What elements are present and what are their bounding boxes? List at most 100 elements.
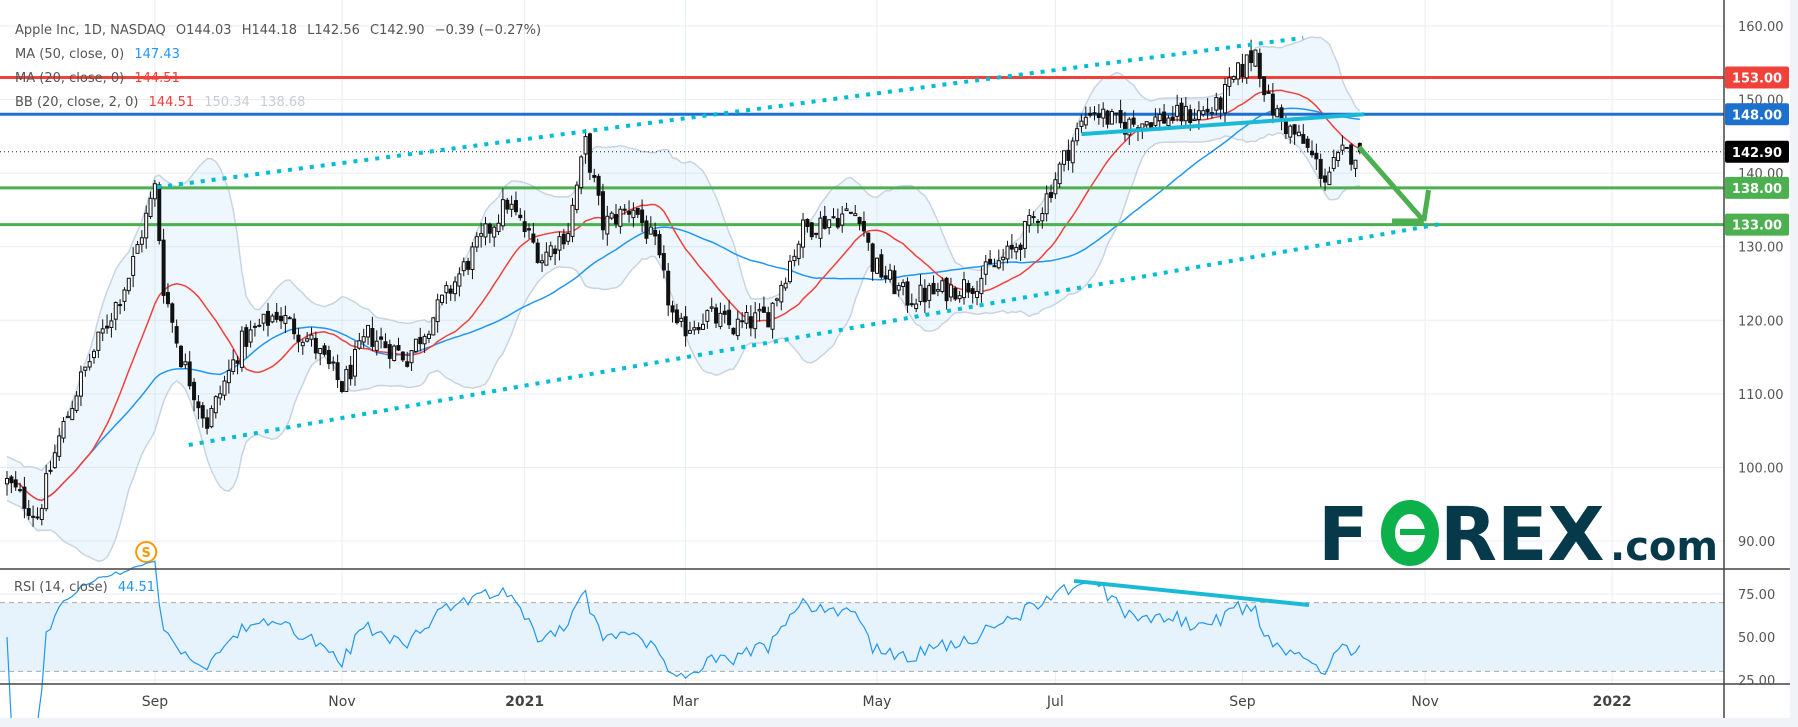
candle: [618, 205, 623, 234]
candle-body: [992, 265, 997, 268]
rsi-legend[interactable]: RSI (14, close) 44.51: [14, 580, 155, 595]
candle: [326, 345, 331, 370]
candle-body: [118, 304, 123, 307]
candle-body: [1066, 149, 1071, 161]
ma50-legend[interactable]: MA (50, close, 0) 147.43: [15, 43, 547, 67]
candle: [231, 349, 236, 375]
candle: [561, 228, 566, 250]
candle-body: [1031, 216, 1036, 219]
candle: [548, 241, 553, 261]
candle-body: [266, 310, 270, 326]
candle: [814, 232, 819, 239]
candle-body: [152, 183, 157, 200]
candle-body: [696, 327, 701, 331]
candle: [705, 309, 710, 329]
ma20-legend[interactable]: MA (20, close, 0) 144.51: [15, 67, 547, 91]
candle-body: [426, 333, 431, 339]
candle-body: [1062, 150, 1067, 165]
candle-body: [544, 251, 549, 266]
candle: [1014, 242, 1019, 260]
candle-body: [679, 317, 684, 322]
candle: [840, 206, 845, 233]
candle: [1292, 123, 1297, 145]
candle: [444, 281, 449, 304]
symbol-name: Apple Inc, 1D, NASDAQ: [15, 23, 166, 38]
level-price-tag: 138.00: [1725, 176, 1789, 199]
candle: [701, 313, 705, 331]
candle: [1105, 109, 1110, 129]
candle-body: [892, 270, 897, 295]
candle-body: [1122, 121, 1127, 135]
candle-body: [757, 308, 762, 312]
bottom-border: [0, 718, 1798, 727]
candle-body: [1209, 112, 1214, 115]
candle: [470, 242, 475, 280]
candle: [770, 301, 775, 339]
candle: [348, 355, 353, 386]
candle-body: [205, 417, 210, 429]
rsi-label: RSI (14, close): [14, 580, 108, 595]
candle-body: [13, 479, 18, 488]
candle: [1349, 143, 1354, 171]
right-border: [1790, 0, 1798, 727]
chart-legend: Apple Inc, 1D, NASDAQ O144.03 H144.18 L1…: [15, 19, 547, 115]
time-tick-label: Mar: [672, 694, 699, 710]
candle-body: [605, 215, 610, 235]
candle-body: [444, 285, 449, 294]
candle: [1218, 96, 1223, 120]
candle: [300, 339, 305, 355]
candle: [996, 249, 1001, 270]
candle-body: [39, 507, 44, 520]
candle: [266, 302, 270, 337]
candle-body: [692, 327, 697, 331]
candle: [174, 319, 179, 348]
candle: [670, 300, 675, 323]
candle: [1170, 105, 1175, 124]
candle: [983, 254, 988, 285]
time-tick-label: Sep: [1229, 694, 1256, 710]
candle-body: [748, 316, 753, 329]
candle-body: [1040, 213, 1045, 222]
time-tick-label: Nov: [328, 694, 355, 710]
candle-body: [331, 361, 336, 364]
candle: [666, 263, 671, 317]
candle-body: [618, 208, 623, 227]
candle: [1175, 94, 1180, 122]
candle: [1340, 135, 1345, 155]
candle-body: [840, 213, 845, 226]
candle: [113, 301, 118, 331]
candle: [953, 286, 958, 302]
candle: [531, 222, 536, 244]
ohlc-high: H144.18: [241, 23, 297, 38]
candle: [905, 277, 910, 313]
candle: [1331, 149, 1336, 172]
candle: [744, 304, 749, 329]
candle-body: [940, 280, 945, 292]
candle-body: [583, 136, 588, 155]
rsi-band: [0, 602, 1724, 672]
candle-body: [1305, 138, 1310, 148]
candle-body: [666, 270, 671, 306]
candle: [57, 427, 62, 462]
candle-body: [822, 215, 827, 229]
candle: [405, 351, 410, 368]
candle-body: [192, 381, 197, 401]
candle: [1088, 106, 1093, 118]
candle-body: [596, 175, 601, 196]
candle-body: [522, 221, 527, 232]
ma20-label: MA (20, close, 0): [15, 71, 125, 86]
candle: [235, 356, 240, 375]
candle-body: [888, 269, 893, 280]
level-price-tag: 153.00: [1725, 66, 1789, 89]
candle-body: [1183, 105, 1188, 122]
bb-legend[interactable]: BB (20, close, 2, 0) 144.51 150.34 138.6…: [15, 91, 547, 115]
candle-body: [422, 335, 427, 345]
candle: [366, 324, 371, 345]
candle: [583, 129, 588, 164]
candle: [805, 218, 810, 233]
candle-body: [857, 216, 862, 225]
candle: [487, 222, 492, 244]
candle: [509, 195, 514, 218]
candle-body: [1170, 116, 1175, 121]
